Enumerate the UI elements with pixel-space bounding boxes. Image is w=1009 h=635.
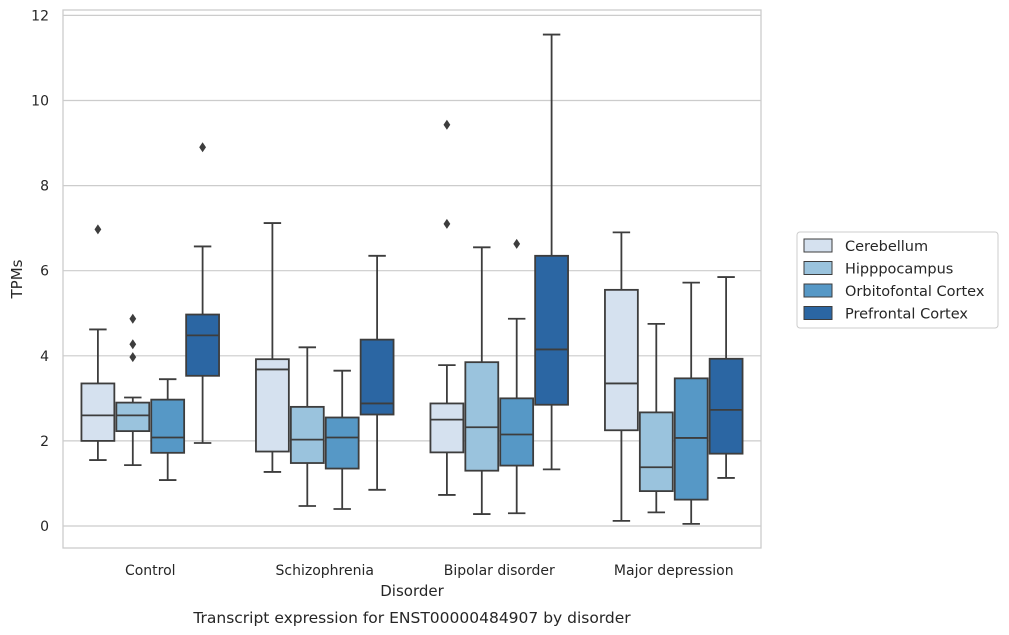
y-axis-label: TPMs [8, 259, 26, 299]
box-3-0 [185, 142, 220, 444]
outlier-point [94, 224, 102, 235]
outlier-point [443, 218, 451, 229]
iqr-box [638, 411, 674, 493]
iqr-box [115, 401, 151, 433]
legend-label: Prefrontal Cortex [845, 307, 968, 323]
y-tick-label: 2 [40, 434, 49, 450]
legend: Cerebellum Hipppocampus Orbitofontal Corte… [796, 231, 999, 329]
outlier-point [129, 352, 137, 363]
box-1-2 [464, 246, 500, 515]
box-series [80, 33, 744, 525]
x-tick-label: Major depression [614, 563, 734, 579]
legend-frame [796, 231, 999, 329]
box-1-1 [289, 346, 325, 507]
iqr-box [464, 361, 500, 472]
box-1-0 [115, 313, 151, 467]
plot-frame [62, 9, 762, 549]
iqr-box [604, 288, 639, 432]
iqr-box [255, 358, 290, 453]
box-2-1 [324, 369, 360, 510]
outlier-point [129, 313, 137, 324]
legend-label: Orbitofontal Cortex [845, 284, 985, 300]
box-0-2 [429, 119, 465, 496]
legend-swatch [803, 238, 833, 253]
box-3-2 [534, 33, 569, 471]
x-axis-label: Disorder [380, 582, 444, 600]
legend-label: Cerebellum [845, 239, 928, 255]
box-2-3 [673, 281, 709, 525]
iqr-box [289, 405, 325, 464]
iqr-box [359, 338, 395, 416]
outlier-point [513, 238, 521, 249]
x-tick-label: Schizophrenia [276, 563, 374, 579]
iqr-box [150, 398, 186, 454]
iqr-box [324, 416, 360, 470]
box-3-1 [359, 254, 395, 491]
x-axis-ticks: Control Schizophrenia Bipolar disorder Majo… [125, 563, 734, 579]
y-axis-ticks: 0 2 4 6 8 10 12 [31, 8, 49, 535]
outlier-point [443, 119, 451, 130]
legend-swatch [803, 283, 833, 298]
iqr-box [534, 254, 569, 406]
y-tick-label: 10 [31, 94, 49, 110]
x-tick-label: Control [125, 563, 176, 579]
box-0-1 [255, 222, 290, 473]
x-tick-label: Bipolar disorder [444, 563, 555, 579]
iqr-box [708, 357, 744, 455]
y-tick-label: 8 [40, 179, 49, 195]
legend-swatch [803, 306, 833, 320]
iqr-box [673, 377, 709, 501]
box-2-2 [499, 238, 535, 515]
box-3-3 [708, 276, 744, 479]
box-0-3 [604, 231, 639, 522]
iqr-box [185, 313, 220, 377]
legend-label: Hipppocampus [845, 262, 953, 278]
outlier-point [129, 339, 137, 350]
iqr-box [499, 397, 535, 467]
iqr-box [429, 402, 465, 454]
chart-caption: Transcript expression for ENST0000048490… [192, 609, 631, 627]
y-tick-label: 0 [40, 519, 49, 535]
y-tick-label: 12 [31, 8, 49, 24]
legend-swatch [803, 261, 833, 275]
box-0-0 [80, 224, 116, 461]
box-2-0 [150, 378, 186, 481]
y-tick-label: 4 [40, 349, 49, 365]
iqr-box [80, 382, 116, 442]
outlier-point [199, 142, 206, 153]
box-1-3 [638, 322, 674, 514]
y-tick-label: 6 [40, 264, 49, 280]
